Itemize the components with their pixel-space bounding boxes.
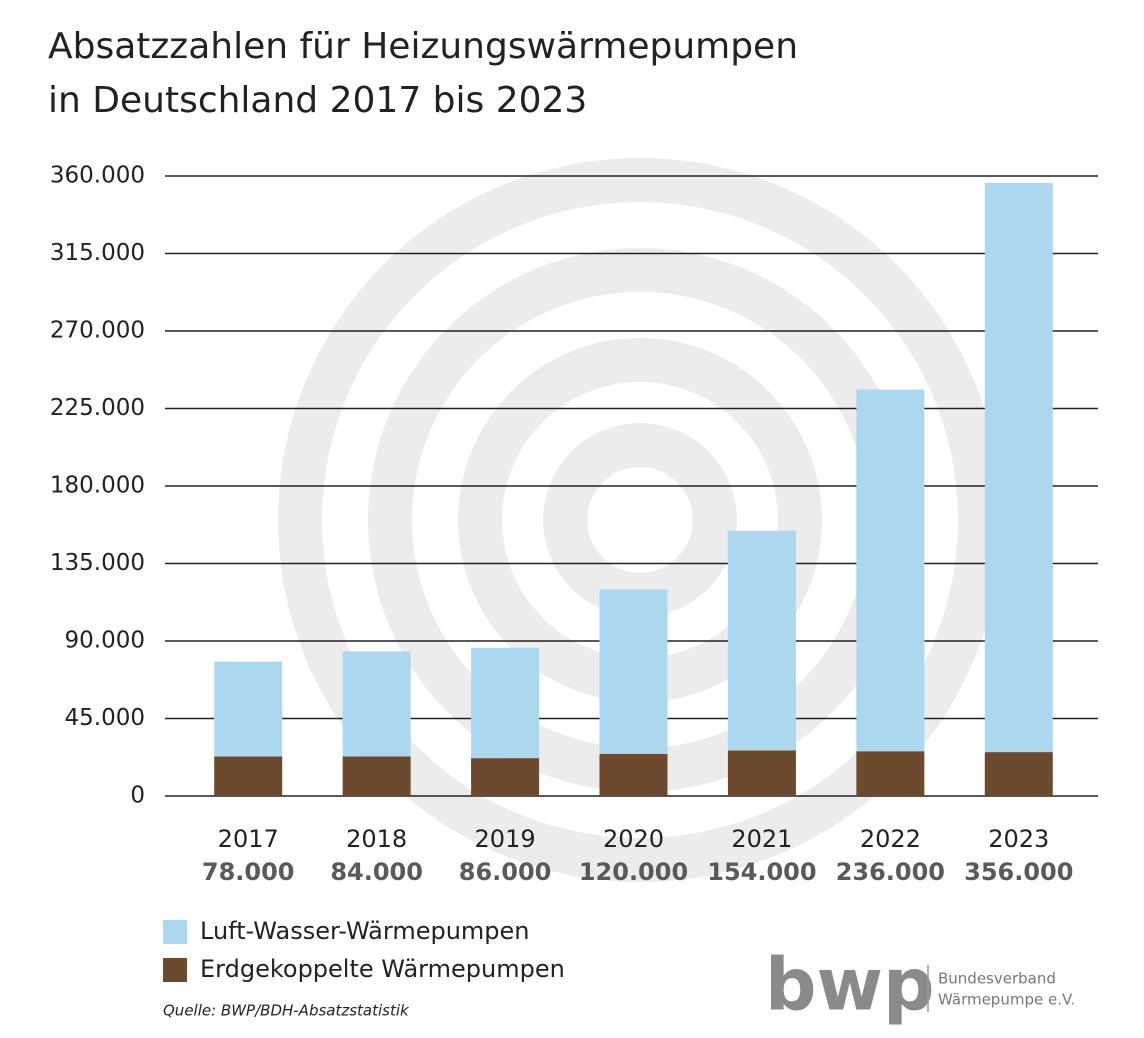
bar-segment <box>342 651 411 757</box>
legend-label: Luft-Wasser-Wärmepumpen <box>200 917 530 945</box>
total-label: 236.000 <box>836 858 945 886</box>
legend-label: Erdgekoppelte Wärmepumpen <box>200 955 565 983</box>
x-tick-label: 2021 <box>731 825 792 853</box>
y-tick-label: 0 <box>130 783 145 809</box>
total-label: 78.000 <box>202 858 295 886</box>
bar-segment <box>471 647 540 759</box>
total-label: 356.000 <box>964 858 1073 886</box>
y-tick-label: 45.000 <box>65 705 145 731</box>
x-tick-label: 2020 <box>603 825 664 853</box>
bar-segment <box>471 758 540 796</box>
y-tick-label: 135.000 <box>50 550 145 576</box>
bar-segment <box>856 389 925 752</box>
total-label: 120.000 <box>579 858 688 886</box>
legend-swatch <box>163 920 187 944</box>
bar-segment <box>599 753 668 796</box>
total-label: 86.000 <box>459 858 552 886</box>
y-tick-label: 180.000 <box>50 473 145 499</box>
logo-line1: Bundesverband <box>938 970 1056 988</box>
legend-swatch <box>163 958 187 982</box>
bar-segment <box>984 752 1053 796</box>
chart-title: Absatzzahlen für Heizungswärmepumpen <box>48 26 798 67</box>
x-tick-label: 2018 <box>346 825 407 853</box>
total-label: 84.000 <box>330 858 423 886</box>
bar-segment <box>727 750 796 796</box>
bar-segment <box>342 756 411 796</box>
total-label: 154.000 <box>707 858 816 886</box>
x-tick-label: 2022 <box>860 825 921 853</box>
y-tick-label: 360.000 <box>50 163 145 189</box>
bar-segment <box>214 661 283 757</box>
x-tick-label: 2017 <box>218 825 279 853</box>
bar-segment <box>984 182 1053 753</box>
y-tick-label: 315.000 <box>50 240 145 266</box>
source: Quelle: BWP/BDH-Absatzstatistik <box>163 1002 410 1020</box>
x-tick-label: 2023 <box>988 825 1049 853</box>
bar-segment <box>856 751 925 796</box>
chart-subtitle: in Deutschland 2017 bis 2023 <box>48 80 587 121</box>
y-tick-label: 270.000 <box>50 318 145 344</box>
logo-mark: bwp <box>765 943 935 1027</box>
x-tick-label: 2019 <box>475 825 536 853</box>
bar-segment <box>727 530 796 751</box>
logo-line2: Wärmepumpe e.V. <box>938 991 1075 1009</box>
bar-segment <box>214 756 283 796</box>
y-tick-label: 225.000 <box>50 395 145 421</box>
y-tick-label: 90.000 <box>65 628 145 654</box>
bar-segment <box>599 589 668 754</box>
